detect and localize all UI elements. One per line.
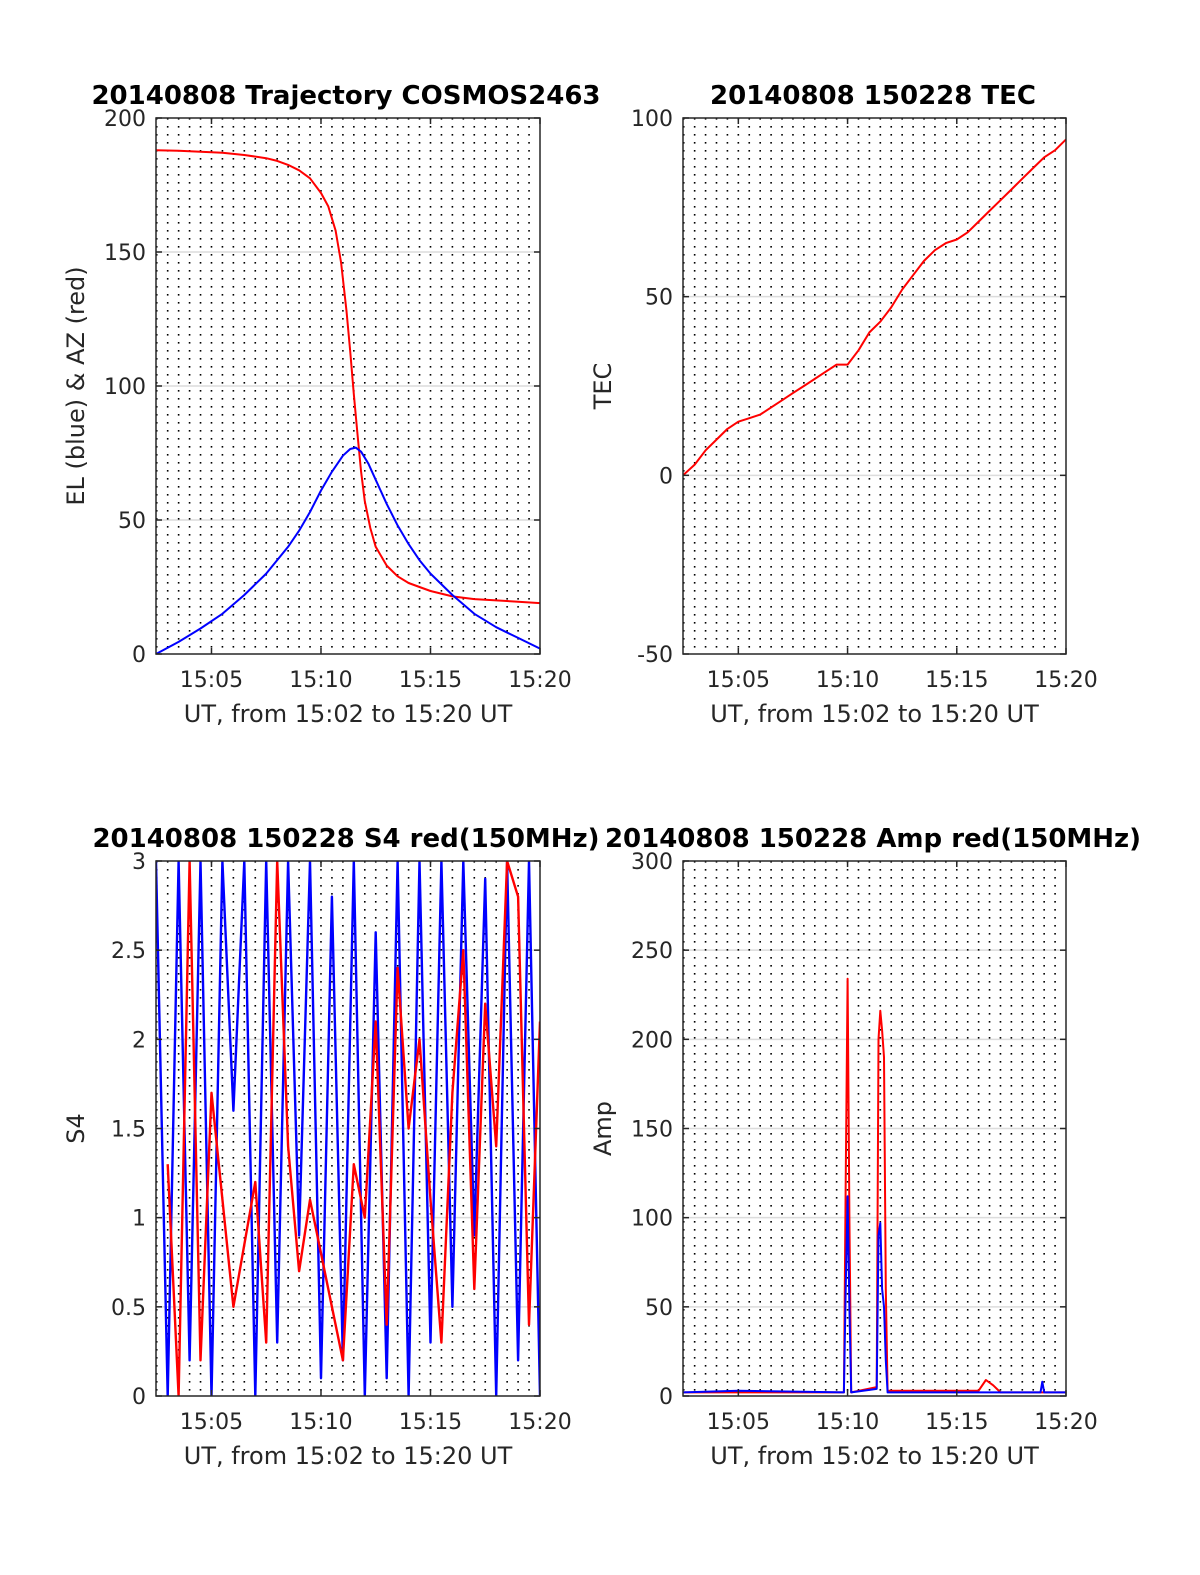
y-tick-label: 0 [132,1385,146,1410]
x-tick-label: 15:05 [707,668,770,693]
x-tick-label: 15:05 [180,668,243,693]
y-tick-label: 0 [132,643,146,668]
series-line-red [683,977,1066,1394]
y-tick-label: 250 [631,939,673,964]
x-tick-label: 15:20 [1034,1410,1097,1435]
x-axis-label: UT, from 15:02 to 15:20 UT [710,1442,1039,1470]
y-tick-label: 1.5 [111,1118,146,1143]
chart-title: 20140808 Trajectory COSMOS2463 [91,81,600,111]
y-tick-label: 0.5 [111,1296,146,1321]
y-axis-label: TEC [589,363,617,411]
chart-title: 20140808 150228 TEC [710,81,1036,111]
x-tick-label: 15:15 [399,1410,462,1435]
x-tick-label: 15:15 [399,668,462,693]
y-tick-label: 300 [631,850,673,875]
x-tick-label: 15:20 [508,1410,571,1435]
x-tick-label: 15:15 [925,1410,988,1435]
series-line-blue [156,446,540,654]
x-tick-label: 15:05 [180,1410,243,1435]
y-tick-label: 150 [631,1118,673,1143]
y-tick-label: 50 [118,509,146,534]
series-group [683,138,1066,477]
y-tick-label: 150 [104,241,146,266]
y-tick-label: 200 [631,1028,673,1053]
y-tick-label: 100 [631,1207,673,1232]
x-tick-label: 15:10 [816,1410,879,1435]
y-tick-label: 2.5 [111,939,146,964]
x-axis-label: UT, from 15:02 to 15:20 UT [184,1442,513,1470]
y-tick-label: 50 [645,1296,673,1321]
plot-frame [682,117,1067,655]
series-group [156,149,540,654]
y-tick-label: 50 [645,286,673,311]
series-line-red [683,138,1066,477]
x-tick-label: 15:15 [925,668,988,693]
y-tick-label: 3 [132,850,146,875]
x-tick-label: 15:20 [508,668,571,693]
chart-tec: -50 0 50 100 15:05 15:10 15:15 15:20 20140808 15… [589,81,1098,728]
series-group [156,861,540,1396]
series-group [683,977,1066,1394]
x-tick-label: 15:10 [816,668,879,693]
series-line-blue [156,861,540,1396]
chart-trajectory: 0 50 100 150 200 15:05 15:10 15:15 15:20 20140808… [62,81,601,728]
y-tick-label: 1 [132,1207,146,1232]
x-tick-label: 15:10 [289,1410,352,1435]
x-tick-label: 15:05 [707,1410,770,1435]
y-tick-label: 100 [104,375,146,400]
x-tick-label: 15:20 [1034,668,1097,693]
series-line-blue [683,1195,1066,1394]
chart-title: 20140808 150228 S4 red(150MHz) [92,824,599,854]
x-axis-label: UT, from 15:02 to 15:20 UT [710,700,1039,728]
y-tick-label: 100 [631,107,673,132]
x-tick-label: 15:10 [289,668,352,693]
chart-title: 20140808 150228 Amp red(150MHz) [605,824,1141,854]
y-axis-label: EL (blue) & AZ (red) [62,266,90,505]
series-line-red [166,861,540,1396]
y-tick-label: 0 [659,1385,673,1410]
chart-s4: 0 0.5 1 1.5 2 2.5 3 15:05 15:10 15:15 15:20 2014080… [62,824,600,1470]
y-tick-label: -50 [637,643,673,668]
y-tick-label: 0 [659,464,673,489]
y-tick-label: 200 [104,107,146,132]
chart-amp: 0 50 100 150 200 250 300 15:05 15:10 15:15 15:20 20… [589,824,1141,1470]
x-axis-label: UT, from 15:02 to 15:20 UT [184,700,513,728]
series-line-red [156,149,540,605]
y-axis-label: Amp [589,1101,617,1156]
y-tick-label: 2 [132,1028,146,1053]
y-axis-label: S4 [62,1113,90,1144]
